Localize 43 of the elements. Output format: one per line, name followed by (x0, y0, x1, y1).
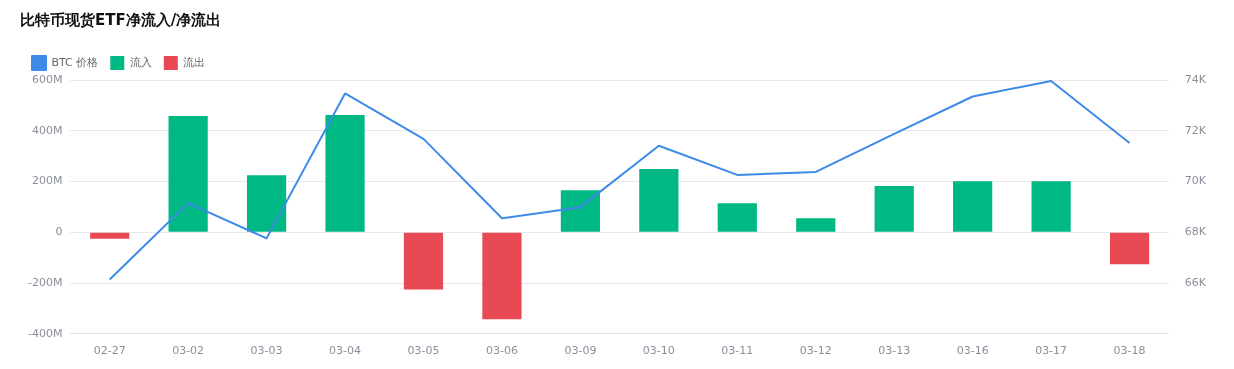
x-tick-label: 03-05 (407, 344, 440, 358)
y-tick-label: -400M (27, 326, 63, 340)
y-tick-label: 200M (31, 174, 63, 188)
legend-label: 流入 (129, 55, 152, 69)
y2-tick-label: 66K (1184, 275, 1207, 289)
bar (90, 232, 130, 239)
bar (246, 175, 287, 232)
x-tick-label: 03-13 (878, 344, 911, 358)
bar (953, 181, 993, 232)
legend-label: 流出 (183, 55, 206, 69)
x-tick-label: 03-09 (564, 344, 597, 358)
x-tick-label: 03-18 (1113, 344, 1146, 358)
bar (1031, 181, 1071, 232)
chart-title: 比特币现货ETF净流入/净流出 (20, 10, 222, 29)
x-tick-label: 03-11 (721, 344, 754, 358)
y2-tick-label: 68K (1184, 225, 1207, 239)
x-tick-label: 03-17 (1035, 344, 1068, 358)
bar (639, 169, 679, 232)
bar (874, 186, 914, 232)
x-tick-label: 02-27 (93, 344, 126, 358)
y-tick-label: 600M (31, 72, 63, 86)
x-tick-label: 03-10 (642, 344, 675, 358)
bar (403, 232, 444, 290)
x-tick-label: 03-16 (956, 344, 989, 358)
bar (560, 190, 601, 232)
y-tick-label: -200M (27, 275, 63, 289)
y-tick-label: 400M (31, 123, 63, 137)
bar (482, 232, 522, 320)
bar (717, 203, 757, 232)
x-tick-label: 03-12 (799, 344, 832, 358)
y2-tick-label: 70K (1184, 174, 1207, 188)
bar (168, 116, 208, 232)
legend-label: BTC 价格 (51, 55, 99, 69)
x-tick-label: 03-02 (172, 344, 205, 358)
y2-tick-label: 74K (1184, 72, 1207, 86)
bar (796, 218, 836, 232)
y2-tick-label: 72K (1184, 123, 1207, 137)
x-tick-label: 03-04 (329, 344, 362, 358)
bar (1109, 232, 1150, 265)
y-tick-label: 0 (55, 225, 63, 239)
bar (325, 115, 365, 232)
x-tick-label: 03-06 (485, 344, 518, 358)
x-tick-label: 03-03 (250, 344, 283, 358)
